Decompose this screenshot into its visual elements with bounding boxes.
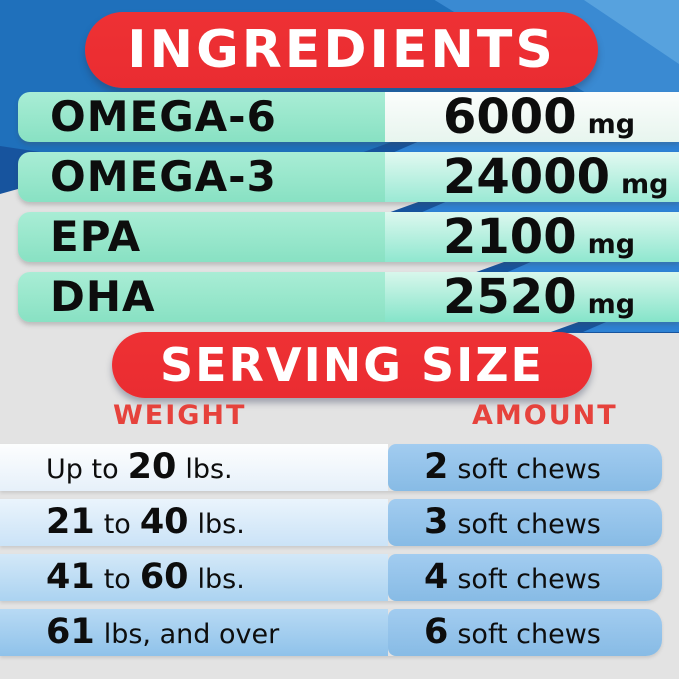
amount-value: 6 soft chews [424,615,601,650]
serving-row: 41 to 60 lbs. 4 soft chews [0,554,662,601]
ingredient-value-cell: 2520 mg [385,272,679,322]
value-number: 4 [424,557,449,597]
bg-stripe [420,200,679,213]
ingredient-value-cell: 24000 mg [385,152,679,202]
weight-column-label: WEIGHT [113,400,247,431]
weight-cell: 41 to 60 lbs. [0,554,388,601]
value-text: soft chews [457,564,601,595]
value-text: lbs. [197,564,245,595]
amount-column-label: AMOUNT [472,400,618,431]
value-number: 3 [424,502,449,542]
ingredient-name-cell: EPA [18,212,385,262]
ingredient-row: EPA 2100 mg [18,212,679,262]
weight-cell: Up to 20 lbs. [0,444,388,491]
serving-size-title-pill: SERVING SIZE [112,332,592,398]
ingredient-value: 2520 [443,269,577,325]
ingredient-value-group: 24000 mg [443,153,668,201]
ingredient-value-group: 6000 mg [443,93,635,141]
value-number: 2 [424,447,449,487]
value-number: 41 [46,557,95,597]
value-number: 6 [424,612,449,652]
ingredient-value: 6000 [443,89,577,145]
serving-row: 61 lbs, and over 6 soft chews [0,609,662,656]
bg-stripe [392,140,679,153]
ingredient-value: 24000 [443,149,610,205]
bg-stripe [583,319,679,332]
amount-cell: 6 soft chews [388,609,662,656]
weight-value: 21 to 40 lbs. [46,505,245,540]
value-text: lbs. [185,454,233,485]
ingredient-row: OMEGA-6 6000 mg [18,92,679,142]
value-text: soft chews [457,509,601,540]
value-text: Up to [46,454,119,485]
ingredient-unit: mg [587,289,636,320]
weight-value: 61 lbs, and over [46,615,279,650]
weight-value: Up to 20 lbs. [46,450,233,485]
serving-row: 21 to 40 lbs. 3 soft chews [0,499,662,546]
ingredients-title-pill: INGREDIENTS [85,12,598,88]
weight-value: 41 to 60 lbs. [46,560,245,595]
amount-cell: 2 soft chews [388,444,662,491]
ingredient-row: DHA 2520 mg [18,272,679,322]
value-text: to [103,564,131,595]
amount-value: 2 soft chews [424,450,601,485]
ingredient-name: EPA [50,212,142,261]
ingredient-unit: mg [587,229,636,260]
ingredient-name-cell: OMEGA-6 [18,92,385,142]
ingredient-row: OMEGA-3 24000 mg [18,152,679,202]
value-number: 61 [46,612,95,652]
bg-stripe [503,261,679,274]
ingredients-title: INGREDIENTS [127,20,556,80]
ingredient-value-group: 2100 mg [443,213,635,261]
ingredient-name: OMEGA-3 [50,152,277,201]
ingredient-name-cell: DHA [18,272,385,322]
ingredient-name: DHA [50,272,156,321]
amount-cell: 3 soft chews [388,499,662,546]
ingredient-value: 2100 [443,209,577,265]
ingredient-value-cell: 2100 mg [385,212,679,262]
ingredient-value-cell: 6000 mg [385,92,679,142]
ingredient-unit: mg [587,109,636,140]
value-text: to [103,509,131,540]
amount-value: 4 soft chews [424,560,601,595]
value-text: soft chews [457,619,601,650]
value-text: lbs, and over [103,619,280,650]
serving-size-title: SERVING SIZE [160,338,544,392]
weight-cell: 21 to 40 lbs. [0,499,388,546]
ingredient-unit: mg [621,169,669,200]
value-number: 20 [127,447,177,487]
amount-cell: 4 soft chews [388,554,662,601]
ingredient-name: OMEGA-6 [50,92,277,141]
value-number: 21 [46,502,95,542]
value-number: 40 [139,502,189,542]
serving-row: Up to 20 lbs. 2 soft chews [0,444,662,491]
value-text: lbs. [197,509,245,540]
value-text: soft chews [457,454,601,485]
amount-value: 3 soft chews [424,505,601,540]
value-number: 60 [139,557,189,597]
weight-cell: 61 lbs, and over [0,609,388,656]
ingredient-name-cell: OMEGA-3 [18,152,385,202]
ingredient-value-group: 2520 mg [443,273,635,321]
